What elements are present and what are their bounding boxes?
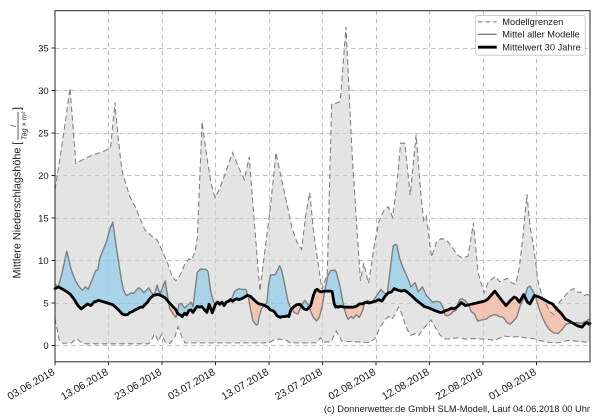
svg-text:20: 20 [38, 171, 49, 182]
svg-text:35: 35 [38, 43, 49, 54]
svg-text:30: 30 [38, 86, 49, 97]
svg-text:Modellgrenzen: Modellgrenzen [502, 17, 563, 27]
svg-text:l: l [9, 125, 18, 127]
svg-text:25: 25 [38, 128, 49, 139]
svg-text:Mittelwert 30 Jahre: Mittelwert 30 Jahre [502, 42, 581, 52]
svg-text:Mittlere Niederschlagshöhe [: Mittlere Niederschlagshöhe [ [12, 142, 24, 279]
svg-text:15: 15 [38, 213, 49, 224]
svg-text:10: 10 [38, 256, 49, 267]
svg-text:(c) Donnerwetter.de GmbH SLM-M: (c) Donnerwetter.de GmbH SLM-Modell, Lau… [324, 404, 590, 414]
svg-text:Tag × m²: Tag × m² [20, 111, 29, 140]
svg-text:]: ] [12, 107, 24, 110]
svg-text:5: 5 [43, 298, 48, 309]
svg-text:Mittel aller Modelle: Mittel aller Modelle [502, 29, 580, 39]
svg-text:0: 0 [43, 341, 48, 352]
